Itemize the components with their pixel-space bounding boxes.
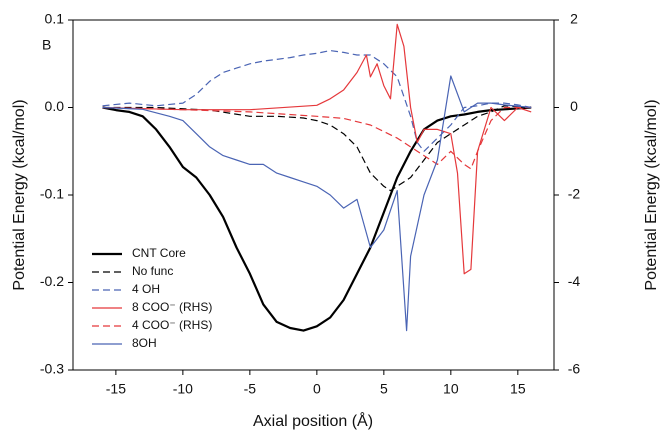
legend-label: 8 COO⁻ (RHS): [132, 300, 212, 314]
x-tick-label: -15: [106, 381, 126, 397]
series-line: [102, 106, 532, 170]
series-line: [102, 75, 532, 332]
x-tick-label: 10: [443, 381, 459, 397]
y2-tick-label: -4: [568, 273, 581, 289]
x-tick-label: -5: [244, 381, 257, 397]
legend-label: No func: [132, 264, 173, 278]
legend-label: 4 OH: [132, 282, 160, 296]
y2-axis-label: Potential Energy (kcal/mol): [643, 99, 660, 290]
y2-tick-label: -6: [568, 361, 581, 377]
series-line: [102, 105, 532, 192]
y2-tick-label: 0: [570, 98, 578, 114]
y-tick-label: -0.1: [40, 186, 64, 202]
x-axis-label: Axial position (Å): [253, 411, 373, 430]
x-tick-label: 15: [510, 381, 526, 397]
series-line: [102, 23, 532, 275]
y-tick-label: -0.2: [40, 273, 64, 289]
series-line: [102, 50, 532, 152]
y-tick-label: -0.3: [40, 361, 64, 377]
panel-label: B: [42, 37, 51, 53]
x-tick-label: 0: [313, 381, 321, 397]
x-tick-label: -10: [173, 381, 193, 397]
x-tick-label: 5: [380, 381, 388, 397]
y-tick-label: 0.1: [45, 11, 65, 27]
series-line: [102, 106, 532, 332]
y-axis-label: Potential Energy (kcal/mol): [11, 99, 28, 290]
legend-label: 4 COO⁻ (RHS): [132, 318, 212, 332]
y2-tick-label: -2: [568, 186, 581, 202]
y-tick-label: 0.0: [45, 98, 65, 114]
legend-label: CNT Core: [132, 246, 186, 260]
y2-tick-label: 2: [570, 11, 578, 27]
legend-label: 8OH: [132, 336, 157, 350]
